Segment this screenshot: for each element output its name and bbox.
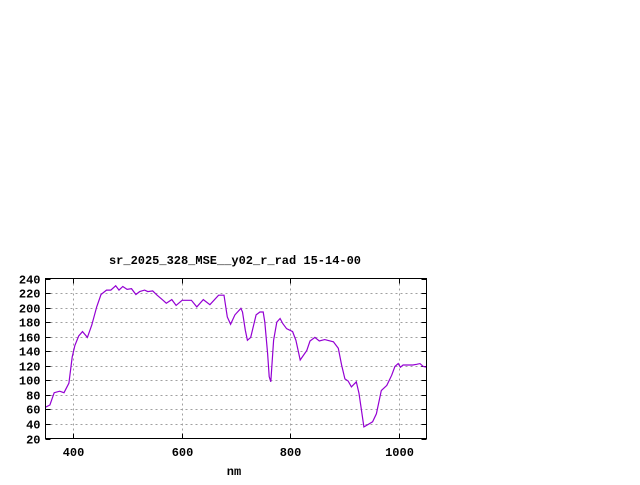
y-tick-label: 220 [19,288,41,302]
x-axis-label: nm [227,465,241,479]
chart-title: sr_2025_328_MSE__y02_r_rad 15-14-00 [109,254,361,268]
y-tick-label: 140 [19,346,41,360]
y-tick-label: 240 [19,274,41,288]
x-tick-label: 600 [172,446,194,460]
y-tick-label: 160 [19,332,41,346]
y-tick-label: 80 [26,390,40,404]
y-tick-label: 20 [26,434,40,448]
y-tick-label: 120 [19,361,41,375]
grid [45,278,427,440]
series-line [45,284,427,428]
y-tick-label: 40 [26,419,40,433]
x-tick-label: 800 [280,446,302,460]
plot-border [45,278,427,439]
x-tick-label: 1000 [385,446,414,460]
y-tick-label: 200 [19,303,41,317]
y-tick-label: 180 [19,317,41,331]
y-tick-label: 100 [19,375,41,389]
x-tick-label: 400 [63,446,85,460]
y-tick-label: 60 [26,404,40,418]
